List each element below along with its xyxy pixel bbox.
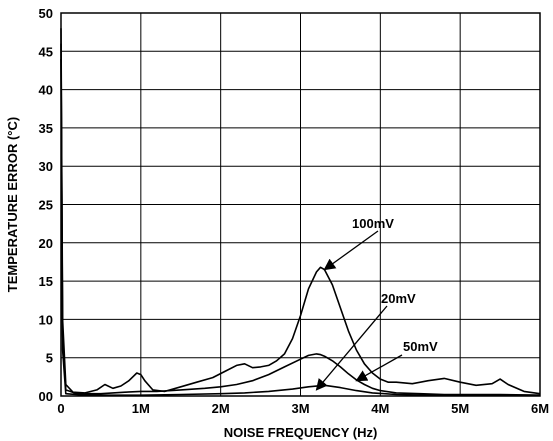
x-tick-label: 1M bbox=[132, 401, 150, 416]
annotation-label: 100mV bbox=[352, 216, 394, 231]
grid bbox=[61, 13, 540, 396]
y-tick-label: 00 bbox=[39, 389, 53, 404]
x-tick-label: 3M bbox=[291, 401, 309, 416]
annotations: 100mV 20mV 50mV bbox=[315, 216, 438, 391]
annotation-arrow bbox=[315, 305, 388, 391]
x-axis-label: NOISE FREQUENCY (Hz) bbox=[224, 425, 378, 440]
x-tick-label: 4M bbox=[371, 401, 389, 416]
x-tick-label: 6M bbox=[531, 401, 549, 416]
y-tick-label: 15 bbox=[39, 274, 53, 289]
y-tick-label: 5 bbox=[46, 351, 53, 366]
y-tick-label: 45 bbox=[39, 44, 53, 59]
annotation-label: 50mV bbox=[403, 339, 438, 354]
annotation-label: 20mV bbox=[381, 291, 416, 306]
y-tick-label: 20 bbox=[39, 236, 53, 251]
annotation-arrow bbox=[323, 230, 379, 271]
plot-frame bbox=[60, 12, 541, 397]
x-tick-label: 0 bbox=[57, 401, 64, 416]
x-tick-label: 2M bbox=[212, 401, 230, 416]
series-line-100mV bbox=[60, 28, 541, 395]
y-tick-label: 50 bbox=[39, 6, 53, 21]
x-tick-labels: 0 1M 2M 3M 4M 5M 6M bbox=[57, 401, 549, 416]
series-lines bbox=[60, 28, 541, 397]
x-tick-label: 5M bbox=[451, 401, 469, 416]
y-tick-label: 25 bbox=[39, 198, 53, 213]
y-tick-label: 30 bbox=[39, 159, 53, 174]
y-tick-label: 40 bbox=[39, 83, 53, 98]
annotation-arrow bbox=[355, 354, 403, 382]
y-tick-label: 10 bbox=[39, 312, 53, 327]
series-line-20mV bbox=[60, 43, 541, 396]
y-tick-labels: 00 5 10 15 20 25 30 35 40 45 50 bbox=[39, 6, 53, 404]
series-line-50mV bbox=[60, 58, 540, 397]
y-axis-label: TEMPERATURE ERROR (°C) bbox=[5, 117, 20, 292]
y-tick-label: 35 bbox=[39, 121, 53, 136]
